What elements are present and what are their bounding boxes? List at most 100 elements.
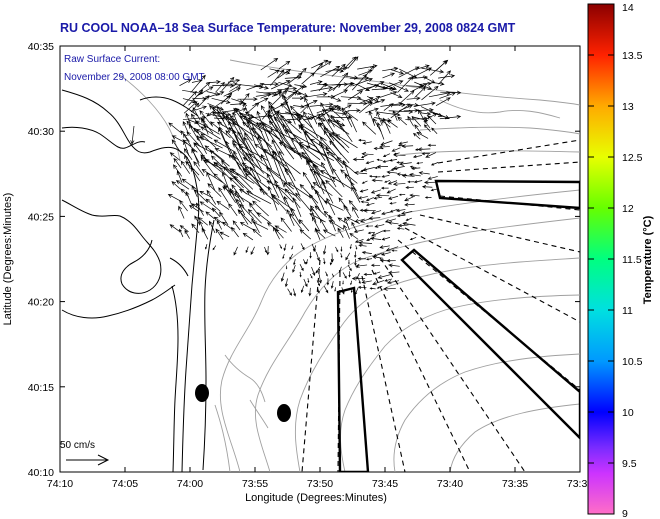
current-vector bbox=[344, 173, 357, 192]
current-vector bbox=[180, 160, 191, 174]
current-vector bbox=[196, 86, 214, 97]
current-vector bbox=[344, 217, 350, 230]
current-vector bbox=[228, 154, 252, 176]
current-vector bbox=[263, 82, 279, 87]
current-vector bbox=[365, 107, 379, 114]
current-vector bbox=[396, 214, 406, 218]
current-vector bbox=[228, 120, 240, 147]
current-vector bbox=[379, 245, 390, 249]
current-vector bbox=[336, 156, 357, 174]
current-vector bbox=[271, 91, 283, 97]
current-vector bbox=[399, 90, 415, 104]
current-vector bbox=[182, 120, 190, 135]
current-vector bbox=[381, 237, 391, 241]
current-vector bbox=[215, 228, 224, 240]
current-vector bbox=[364, 65, 375, 78]
current-vector bbox=[309, 80, 323, 85]
current-vector bbox=[278, 81, 293, 88]
current-vector bbox=[295, 67, 307, 79]
current-vector bbox=[346, 216, 361, 225]
current-vector bbox=[335, 134, 358, 149]
current-vector bbox=[279, 244, 282, 250]
current-vector bbox=[179, 228, 184, 238]
current-vector bbox=[421, 85, 439, 101]
current-vector bbox=[326, 151, 348, 168]
current-vector bbox=[318, 274, 322, 284]
current-vector bbox=[283, 182, 301, 202]
current-vector bbox=[383, 117, 391, 134]
current-vector bbox=[270, 105, 288, 135]
current-vector bbox=[411, 166, 421, 171]
current-vector bbox=[372, 280, 385, 286]
current-vector bbox=[184, 229, 190, 239]
current-vector bbox=[328, 132, 349, 153]
current-vector bbox=[337, 227, 344, 238]
current-vector bbox=[376, 285, 383, 289]
current-vector bbox=[283, 95, 296, 125]
current-vector bbox=[301, 151, 324, 175]
current-vector bbox=[231, 121, 263, 142]
current-vector bbox=[283, 243, 287, 252]
current-vector bbox=[345, 252, 351, 261]
current-vector bbox=[389, 202, 397, 205]
current-vector bbox=[358, 240, 373, 245]
current-vector bbox=[232, 220, 241, 231]
current-vector bbox=[354, 258, 357, 267]
current-vector bbox=[438, 74, 456, 79]
current-vector bbox=[430, 162, 439, 166]
current-vector bbox=[299, 229, 312, 240]
current-vector bbox=[439, 92, 456, 99]
current-vector bbox=[228, 126, 252, 154]
current-vector bbox=[239, 188, 261, 203]
current-vector bbox=[256, 212, 271, 224]
current-vector bbox=[267, 69, 280, 78]
current-vector bbox=[392, 165, 405, 170]
current-vector bbox=[247, 120, 265, 153]
current-vector bbox=[427, 115, 437, 125]
current-vector bbox=[214, 162, 239, 176]
y-axis-ticks: 40:10 40:15 40:20 40:25 40:30 40:35 bbox=[28, 41, 580, 479]
current-vector bbox=[178, 205, 185, 219]
current-vector bbox=[416, 161, 423, 165]
current-vector bbox=[405, 185, 414, 189]
y-axis-label: Latitude (Degrees:Minutes) bbox=[2, 193, 14, 326]
current-vector bbox=[242, 232, 254, 241]
current-vector bbox=[292, 265, 296, 273]
current-vectors bbox=[130, 56, 462, 297]
current-vector bbox=[320, 65, 341, 78]
current-vector bbox=[386, 280, 399, 285]
current-vector bbox=[326, 278, 330, 286]
current-vector bbox=[309, 113, 322, 119]
current-vector bbox=[317, 287, 320, 294]
current-vector bbox=[371, 98, 386, 105]
colorbar-tick-label: 12 bbox=[622, 203, 634, 215]
current-vector bbox=[271, 150, 301, 175]
current-vector bbox=[347, 56, 359, 69]
current-vector bbox=[130, 125, 135, 145]
current-vector bbox=[289, 213, 302, 230]
current-vector bbox=[389, 82, 409, 92]
current-vector bbox=[231, 226, 239, 238]
current-vector bbox=[370, 263, 381, 267]
inset-label-line1: Raw Surface Current: bbox=[64, 54, 160, 65]
current-vector bbox=[279, 87, 290, 97]
current-vector bbox=[352, 77, 373, 87]
current-vector bbox=[310, 138, 336, 156]
current-vector bbox=[263, 148, 293, 175]
current-vector bbox=[415, 64, 430, 70]
current-vector bbox=[273, 116, 302, 142]
current-vector bbox=[407, 180, 415, 184]
current-vector bbox=[310, 85, 334, 92]
current-vector bbox=[293, 104, 305, 109]
current-vector bbox=[352, 157, 365, 162]
current-vector bbox=[351, 221, 357, 232]
current-vector bbox=[405, 84, 424, 89]
current-vector bbox=[359, 101, 373, 114]
current-vector bbox=[271, 195, 294, 211]
current-vector bbox=[193, 189, 208, 203]
current-vector bbox=[320, 143, 334, 175]
current-vector bbox=[291, 245, 294, 250]
current-vector bbox=[307, 112, 326, 122]
current-vector bbox=[440, 90, 462, 95]
current-vector bbox=[199, 220, 206, 233]
